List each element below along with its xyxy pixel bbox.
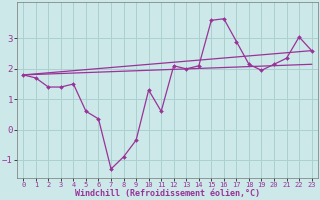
X-axis label: Windchill (Refroidissement éolien,°C): Windchill (Refroidissement éolien,°C) <box>75 189 260 198</box>
